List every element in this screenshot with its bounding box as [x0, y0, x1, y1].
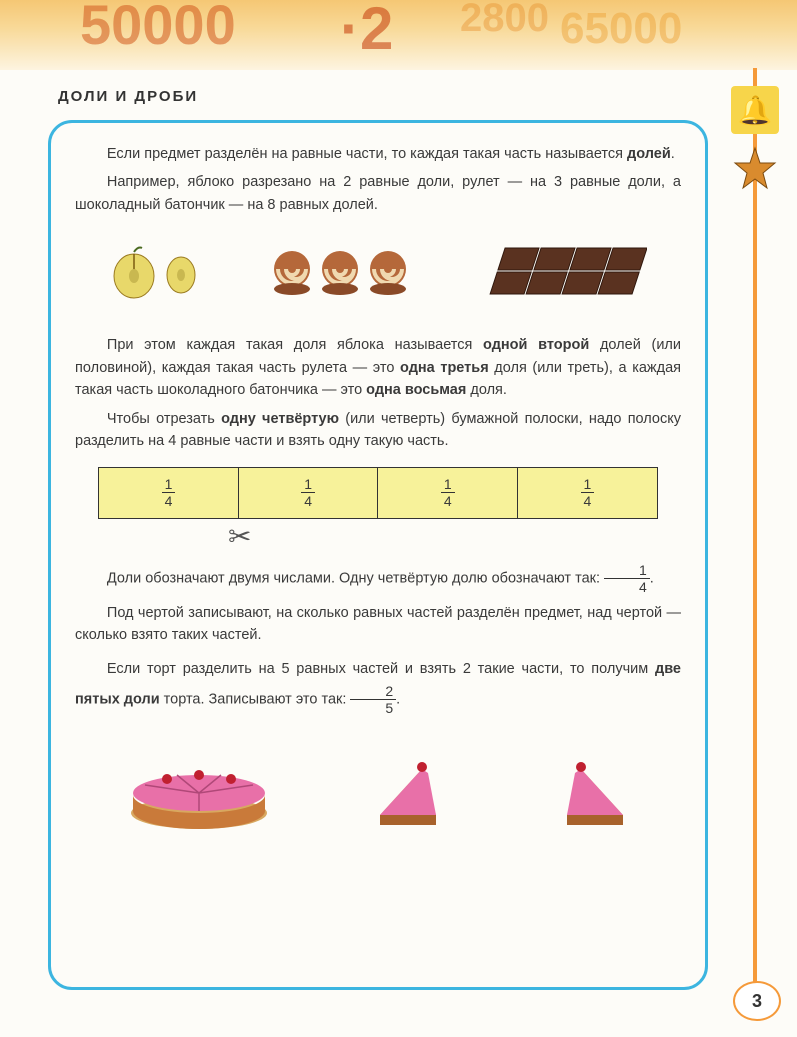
whole-cake-icon	[119, 735, 279, 835]
decor-number: 50000	[80, 0, 236, 57]
denominator: 4	[441, 492, 455, 508]
cake-slice-icon	[547, 745, 637, 835]
paragraph: Если предмет разделён на равные части, т…	[75, 143, 681, 165]
paragraph: При этом каждая такая доля яблока называ…	[75, 334, 681, 401]
numerator: 1	[441, 477, 455, 492]
numerator: 2	[350, 684, 396, 699]
paragraph: Например, яблоко разрезано на 2 равные д…	[75, 171, 681, 216]
text: Доли обозначают двумя числами. Одну четв…	[107, 570, 604, 586]
text: .	[396, 691, 400, 707]
fraction-cell: 14	[98, 467, 239, 519]
page-title: ДОЛИ И ДРОБИ	[58, 88, 198, 105]
bold-term: долей	[627, 146, 671, 162]
text: Если торт разделить на 5 равных частей и…	[107, 661, 655, 677]
side-accent-line	[753, 68, 757, 997]
cake-slice-icon	[368, 745, 458, 835]
text: торта. Записывают это так:	[160, 691, 351, 707]
fraction-cell: 14	[517, 467, 658, 519]
text: Чтобы отрезать	[107, 411, 221, 427]
paragraph: Под чертой записывают, на сколько равных…	[75, 602, 681, 647]
decor-number: 2800	[460, 0, 549, 41]
fraction-strip: 14 14 14 14 ✂	[98, 467, 658, 519]
text: .	[650, 570, 654, 586]
denominator: 5	[350, 699, 396, 715]
text: При этом каждая такая доля яблока называ…	[107, 337, 483, 353]
fraction-cell: 14	[377, 467, 518, 519]
numerator: 1	[162, 477, 176, 492]
bold-term: одной второй	[483, 337, 589, 353]
fraction-cell: 14	[238, 467, 379, 519]
header-decoration: 50000 ·2 2800 65000	[0, 0, 797, 70]
bold-term: одна восьмая	[366, 382, 466, 398]
bold-term: одна третья	[400, 360, 489, 376]
denominator: 4	[301, 492, 315, 508]
roll-illustration	[270, 247, 410, 297]
cake-illustration-row	[75, 735, 681, 835]
food-illustration-row	[75, 232, 681, 312]
chocolate-illustration	[477, 242, 647, 302]
denominator: 4	[581, 492, 595, 508]
paragraph: Чтобы отрезать одну четвёртую (или четве…	[75, 408, 681, 453]
numerator: 1	[301, 477, 315, 492]
decor-number: 65000	[560, 4, 682, 54]
scissors-icon: ✂	[228, 515, 251, 558]
paragraph: Если торт разделить на 5 равных частей и…	[75, 655, 681, 715]
fraction: 14	[604, 563, 650, 594]
text: доля.	[466, 382, 507, 398]
page-number: 3	[733, 981, 781, 1021]
paragraph: Доли обозначают двумя числами. Одну четв…	[75, 563, 681, 594]
star-icon	[731, 144, 779, 192]
text: Если предмет разделён на равные части, т…	[107, 146, 627, 162]
numerator: 1	[581, 477, 595, 492]
fraction: 25	[350, 684, 396, 715]
decor-number: ·2	[340, 0, 393, 63]
content-frame: Если предмет разделён на равные части, т…	[48, 120, 708, 990]
text: .	[671, 146, 675, 162]
numerator: 1	[604, 563, 650, 578]
denominator: 4	[604, 578, 650, 594]
denominator: 4	[162, 492, 176, 508]
apple-illustration	[109, 244, 203, 300]
bold-term: одну четвёртую	[221, 411, 339, 427]
bell-icon: 🔔	[731, 86, 779, 134]
